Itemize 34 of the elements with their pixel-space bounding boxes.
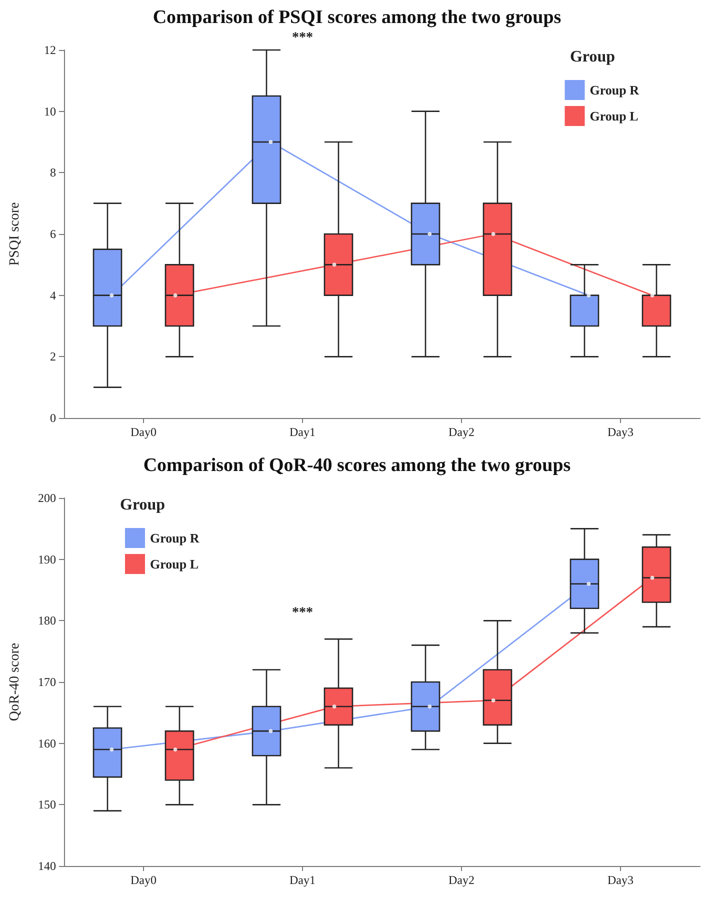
- y-tick-label: 2: [50, 350, 56, 364]
- y-tick-label: 170: [38, 675, 56, 689]
- legend-title: Group: [570, 48, 616, 66]
- x-tick-label: Day1: [290, 425, 316, 439]
- y-tick-label: 140: [38, 859, 56, 873]
- y-tick-label: 160: [38, 736, 56, 750]
- y-tick-label: 6: [50, 227, 56, 241]
- x-tick-label: Day0: [130, 425, 156, 439]
- x-tick-label: Day1: [290, 873, 316, 887]
- x-tick-label: Day2: [448, 425, 474, 439]
- y-tick-label: 180: [38, 614, 56, 628]
- chart-title: Comparison of QoR-40 scores among the two groups: [143, 455, 571, 476]
- x-tick-label: Day2: [448, 873, 474, 887]
- y-tick-label: 190: [38, 552, 56, 566]
- y-tick-label: 10: [44, 104, 56, 118]
- legend-title: Group: [120, 496, 166, 514]
- x-tick-label: Day0: [130, 873, 156, 887]
- x-tick-label: Day3: [608, 425, 634, 439]
- y-tick-label: 150: [38, 798, 56, 812]
- y-tick-label: 4: [50, 288, 56, 302]
- annotation: ***: [292, 606, 313, 620]
- legend-label: Group R: [150, 530, 200, 546]
- y-tick-label: 12: [44, 43, 56, 57]
- y-tick-label: 8: [50, 166, 56, 180]
- y-tick-label: 200: [38, 491, 56, 505]
- x-tick-label: Day3: [608, 873, 634, 887]
- legend-label: Group R: [590, 82, 640, 98]
- y-axis-title: PSQI score: [8, 202, 22, 266]
- legend-label: Group L: [150, 556, 199, 572]
- y-axis-title: QoR-40 score: [8, 642, 22, 722]
- y-tick-label: 0: [50, 411, 56, 425]
- chart-title: Comparison of PSQI scores among the two groups: [152, 7, 562, 28]
- legend-label: Group L: [590, 108, 639, 124]
- text: ***: [292, 30, 313, 46]
